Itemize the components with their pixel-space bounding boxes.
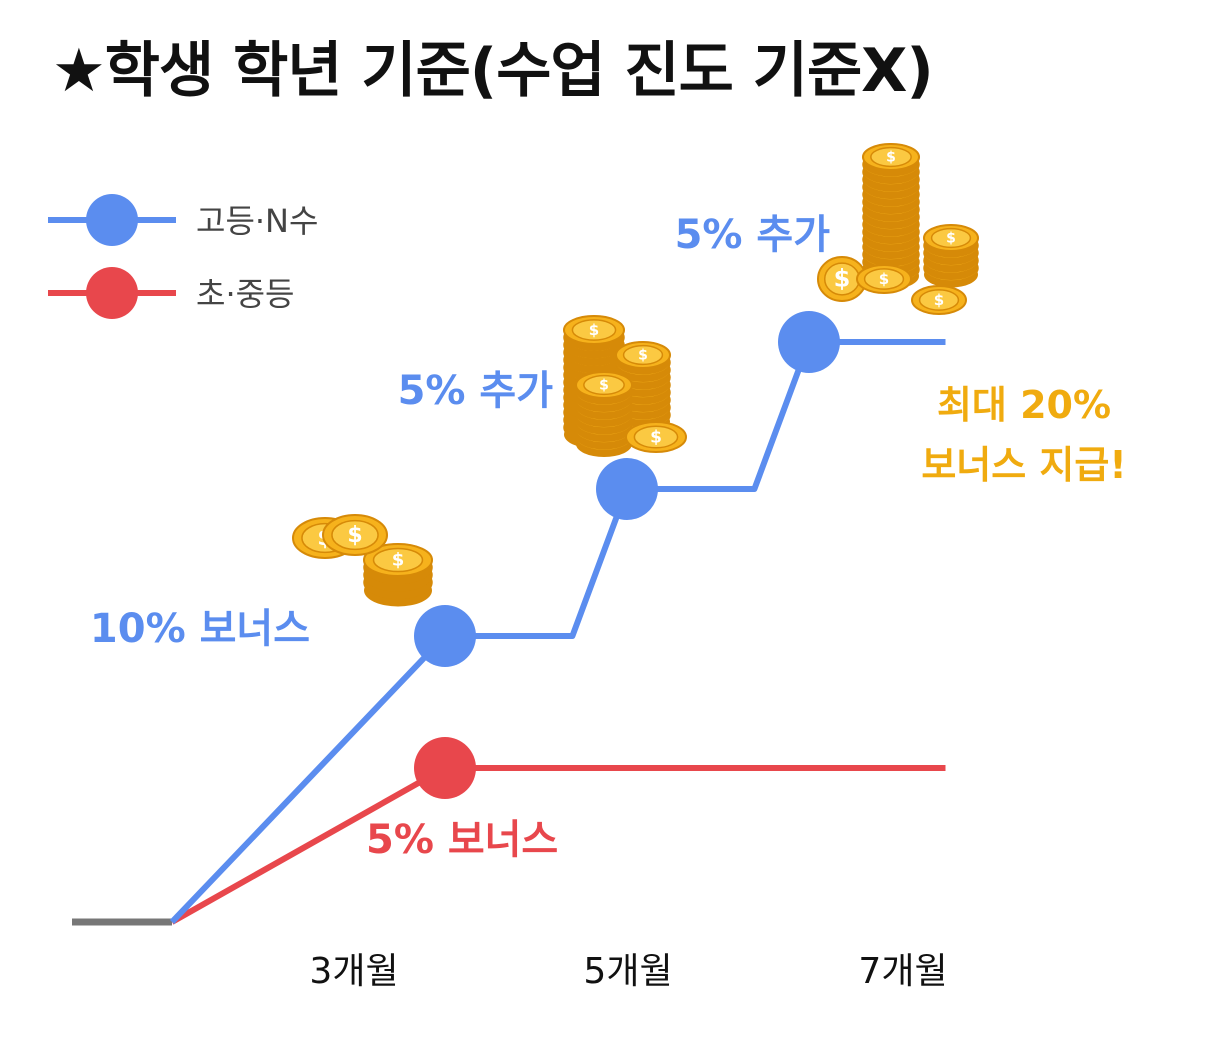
- coin-stack-icon: $: [923, 224, 979, 288]
- legend-label: 고등·N수: [196, 202, 318, 240]
- data-label: 5% 보너스: [366, 817, 558, 863]
- series-line-elem-mid: [170, 765, 946, 925]
- coin-inner: [372, 547, 424, 573]
- dollar-glyph: $: [638, 348, 648, 364]
- dollar-glyph: $: [946, 231, 956, 247]
- data-label: 5% 추가: [675, 212, 831, 258]
- coin-icon: $: [322, 514, 388, 556]
- coin-icon: $: [817, 256, 867, 302]
- dollar-glyph: $: [392, 550, 405, 571]
- bonus-note-line: 최대 20%: [937, 383, 1111, 427]
- x-tick-label: 3개월: [309, 951, 398, 992]
- bonus-note-line: 보너스 지급!: [921, 443, 1126, 487]
- coin-inner: [571, 319, 617, 341]
- data-label: 5% 추가: [398, 368, 554, 414]
- dollar-glyph: $: [879, 270, 889, 288]
- x-tick-label: 5개월: [583, 951, 672, 992]
- legend-marker: [86, 194, 138, 246]
- coins-illustration: $$$$$$$$$$$$: [292, 143, 979, 607]
- coin-inner: [583, 374, 625, 396]
- coin-inner: [930, 227, 972, 249]
- dollar-glyph: $: [934, 291, 944, 309]
- dollar-glyph: $: [834, 265, 851, 293]
- coin-icon: $: [856, 264, 912, 294]
- coin-icon: $: [911, 285, 967, 315]
- coin-inner: [633, 425, 679, 449]
- dollar-glyph: $: [650, 427, 662, 447]
- data-labels: 10% 보너스 5% 추가 5% 추가 5% 보너스 최대 20% 보너스 지급!: [90, 212, 1127, 863]
- data-label: 10% 보너스: [90, 606, 310, 652]
- legend: 고등·N수초·중등: [48, 194, 318, 319]
- coin-icon: $: [615, 341, 671, 369]
- chart-title: ★학생 학년 기준(수업 진도 기준X): [52, 36, 934, 106]
- legend-marker: [86, 267, 138, 319]
- coin-icon: $: [363, 543, 433, 577]
- series-marker: [778, 311, 840, 373]
- series-marker: [414, 737, 476, 799]
- series-marker: [414, 605, 476, 667]
- dollar-glyph: $: [347, 523, 362, 548]
- series-marker: [596, 458, 658, 520]
- coin-icon: $: [923, 224, 979, 252]
- coin-icon: $: [625, 421, 687, 453]
- coin-stack-icon: $: [575, 371, 633, 457]
- coin-inner: [331, 519, 379, 551]
- coin-icon: $: [575, 371, 633, 399]
- coin-inner: [870, 146, 912, 168]
- coin-inner: [622, 344, 664, 366]
- coin-stack-icon: $: [363, 543, 433, 607]
- dollar-glyph: $: [589, 321, 599, 339]
- plot-markers: [414, 311, 840, 799]
- dollar-glyph: $: [886, 150, 896, 166]
- legend-label: 초·중등: [196, 275, 295, 313]
- x-tick-label: 7개월: [858, 951, 947, 992]
- dollar-glyph: $: [599, 378, 609, 394]
- x-axis-ticks: 3개월 5개월 7개월: [309, 951, 947, 992]
- coin-inner: [918, 289, 960, 311]
- coin-inner: [863, 268, 905, 290]
- coin-icon: $: [862, 143, 920, 171]
- coin-icon: $: [563, 315, 625, 345]
